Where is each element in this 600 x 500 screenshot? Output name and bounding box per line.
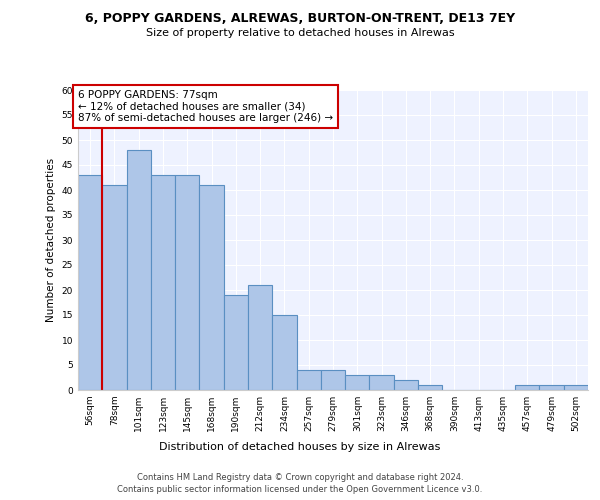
Bar (394, 380, 418, 390)
Text: Distribution of detached houses by size in Alrewas: Distribution of detached houses by size … (160, 442, 440, 452)
Bar (272, 315, 296, 390)
Bar (224, 295, 248, 390)
Bar (175, 175, 199, 390)
Bar (321, 370, 345, 390)
Bar (370, 375, 394, 390)
Bar (102, 185, 127, 390)
Bar (515, 385, 539, 390)
Y-axis label: Number of detached properties: Number of detached properties (46, 158, 56, 322)
Bar (78, 175, 102, 390)
Text: 6 POPPY GARDENS: 77sqm
← 12% of detached houses are smaller (34)
87% of semi-det: 6 POPPY GARDENS: 77sqm ← 12% of detached… (78, 90, 333, 123)
Bar (199, 185, 224, 390)
Bar (296, 370, 321, 390)
Text: Contains HM Land Registry data © Crown copyright and database right 2024.: Contains HM Land Registry data © Crown c… (137, 472, 463, 482)
Bar (151, 175, 175, 390)
Text: Size of property relative to detached houses in Alrewas: Size of property relative to detached ho… (146, 28, 454, 38)
Bar (539, 385, 564, 390)
Bar (564, 385, 588, 390)
Bar (248, 285, 272, 390)
Text: Contains public sector information licensed under the Open Government Licence v3: Contains public sector information licen… (118, 485, 482, 494)
Bar (418, 385, 442, 390)
Text: 6, POPPY GARDENS, ALREWAS, BURTON-ON-TRENT, DE13 7EY: 6, POPPY GARDENS, ALREWAS, BURTON-ON-TRE… (85, 12, 515, 26)
Bar (345, 375, 370, 390)
Bar (127, 150, 151, 390)
